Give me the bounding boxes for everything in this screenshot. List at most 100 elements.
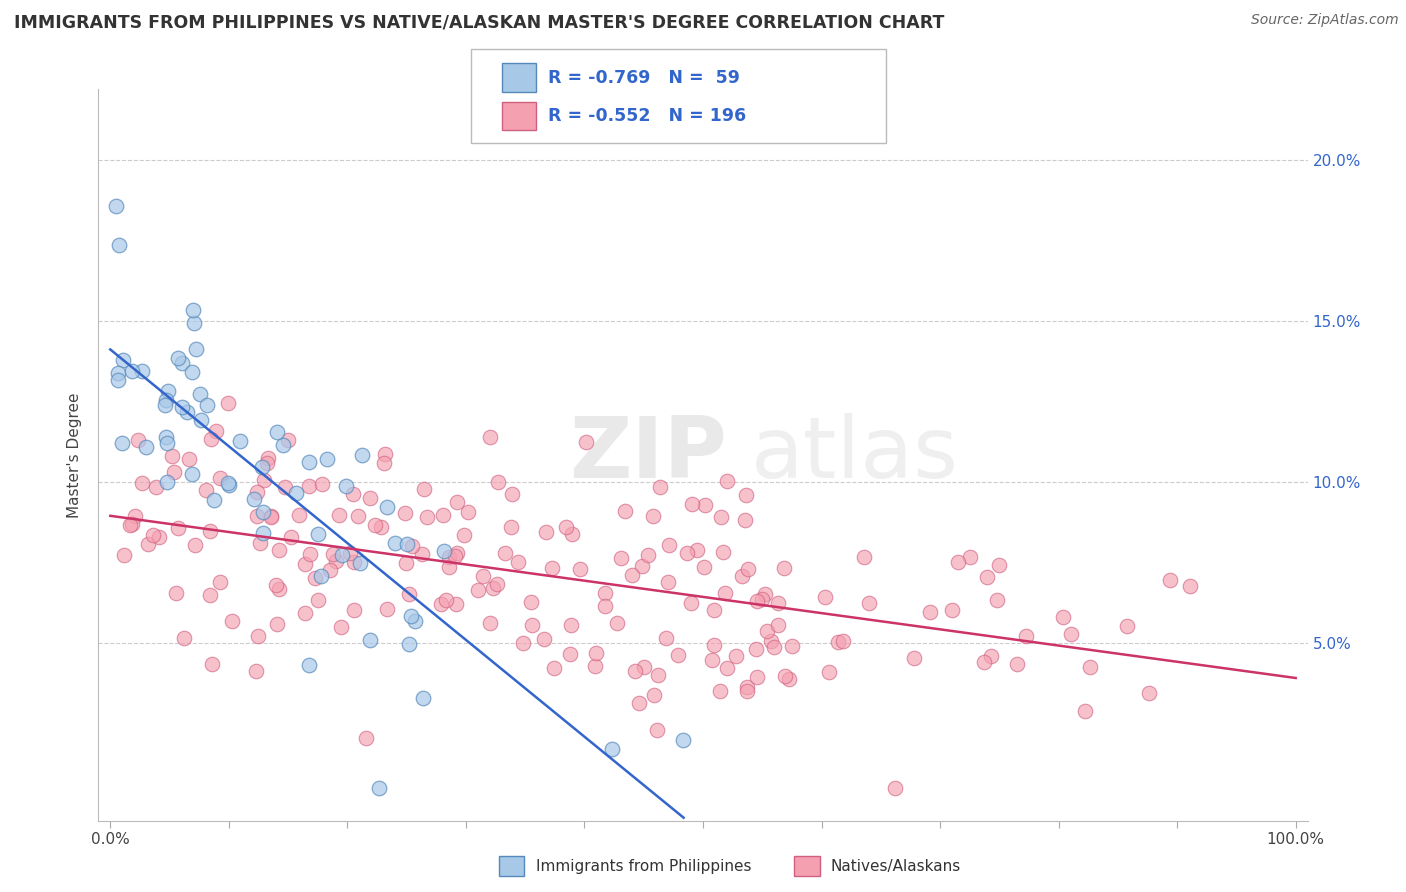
Point <box>467 582 489 597</box>
Point <box>329 620 352 634</box>
Point <box>583 658 606 673</box>
Point <box>920 605 942 619</box>
Point <box>253 474 276 488</box>
Point <box>107 373 129 387</box>
Point <box>198 524 221 538</box>
Point <box>277 434 299 448</box>
Point <box>745 641 768 656</box>
Point <box>413 482 436 496</box>
Point <box>287 508 309 523</box>
Point <box>166 521 188 535</box>
Point <box>973 656 995 670</box>
Point <box>136 537 159 551</box>
Point <box>311 476 333 491</box>
Point <box>1159 573 1181 587</box>
Point <box>443 549 465 563</box>
Point <box>486 475 509 489</box>
Point <box>716 660 738 674</box>
Point <box>641 508 664 523</box>
Point <box>184 342 207 356</box>
Point <box>107 367 129 381</box>
Point <box>243 491 266 506</box>
Point <box>398 637 420 651</box>
Point <box>190 413 212 427</box>
Text: R = -0.552   N = 196: R = -0.552 N = 196 <box>548 107 747 125</box>
Point <box>446 546 468 560</box>
Point <box>200 432 222 446</box>
Point <box>446 495 468 509</box>
Point <box>245 664 267 678</box>
Point <box>508 555 530 569</box>
Point <box>499 519 522 533</box>
Point <box>672 732 695 747</box>
Point <box>987 558 1010 572</box>
Point <box>444 597 467 611</box>
Point <box>627 696 650 710</box>
Point <box>359 632 381 647</box>
Point <box>267 543 290 558</box>
Point <box>512 636 534 650</box>
Point <box>155 398 177 412</box>
Point <box>735 683 758 698</box>
Point <box>190 387 212 401</box>
Point <box>304 571 326 585</box>
Point <box>121 516 143 531</box>
Point <box>384 535 406 549</box>
Point <box>184 538 207 552</box>
Point <box>342 487 364 501</box>
Point <box>375 601 398 615</box>
Point <box>298 658 321 673</box>
Point <box>315 451 337 466</box>
Point <box>675 546 697 560</box>
Point <box>1015 629 1038 643</box>
Point <box>339 545 361 559</box>
Point <box>745 670 768 684</box>
Point <box>170 400 193 414</box>
Y-axis label: Master's Degree: Master's Degree <box>67 392 83 517</box>
Point <box>404 614 426 628</box>
Point <box>157 384 180 398</box>
Point <box>105 199 128 213</box>
Point <box>986 592 1008 607</box>
Point <box>112 352 135 367</box>
Point <box>457 505 479 519</box>
Point <box>183 316 205 330</box>
Point <box>703 603 725 617</box>
Point <box>494 546 516 560</box>
Point <box>980 649 1002 664</box>
Point <box>343 555 366 569</box>
Text: Natives/Alaskans: Natives/Alaskans <box>831 859 962 873</box>
Text: R = -0.769   N =  59: R = -0.769 N = 59 <box>548 69 740 87</box>
Point <box>658 538 681 552</box>
Point <box>437 550 460 565</box>
Point <box>347 508 370 523</box>
Point <box>501 486 523 500</box>
Point <box>298 479 321 493</box>
Point <box>761 633 783 648</box>
Point <box>209 574 232 589</box>
Point <box>543 661 565 675</box>
Point <box>1052 610 1074 624</box>
Point <box>561 526 583 541</box>
Point <box>173 631 195 645</box>
Point <box>1137 685 1160 699</box>
Point <box>401 540 423 554</box>
Point <box>621 568 644 582</box>
Point <box>399 609 422 624</box>
Point <box>593 599 616 613</box>
Point <box>127 434 149 448</box>
Point <box>172 356 194 370</box>
Point <box>167 351 190 365</box>
Point <box>903 651 925 665</box>
Point <box>198 588 221 602</box>
Point <box>520 617 543 632</box>
Point <box>181 303 204 318</box>
Point <box>298 455 321 469</box>
Point <box>246 628 269 642</box>
Point <box>710 509 733 524</box>
Point <box>252 505 274 519</box>
Point <box>246 508 269 523</box>
Point <box>976 570 998 584</box>
Text: Immigrants from Philippines: Immigrants from Philippines <box>536 859 751 873</box>
Point <box>852 549 875 564</box>
